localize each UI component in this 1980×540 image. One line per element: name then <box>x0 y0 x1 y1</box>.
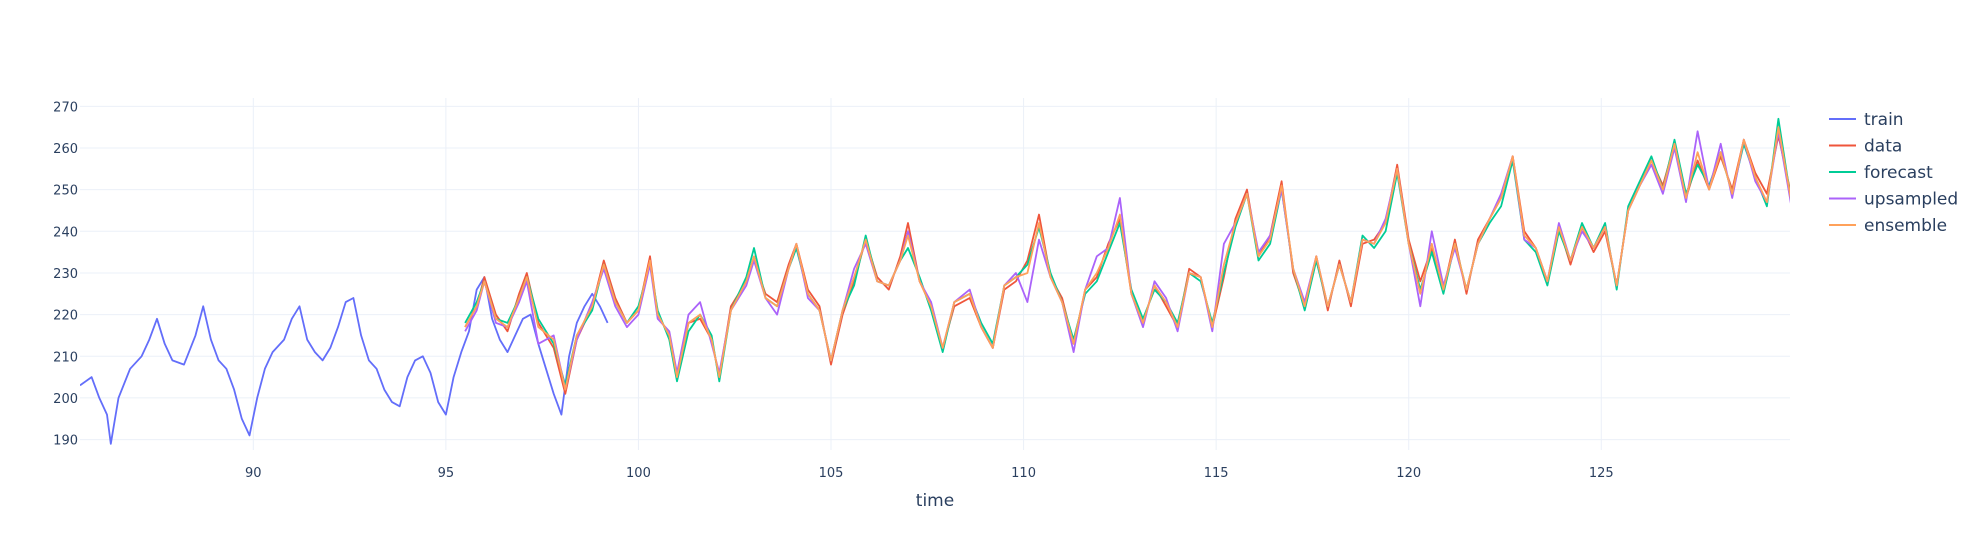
legend-label: train <box>1864 110 1904 130</box>
legend-item-ensemble[interactable]: ensemble <box>1829 216 1947 236</box>
x-axis-ticks: 90 95 100 105 110 115 120 125 <box>245 466 1614 481</box>
x-tick-label: 95 <box>438 466 455 481</box>
legend-item-data[interactable]: data <box>1829 137 1902 157</box>
legend-item-forecast[interactable]: forecast <box>1829 163 1933 183</box>
x-tick-label: 105 <box>819 466 844 481</box>
y-tick-label: 250 <box>53 184 78 199</box>
y-tick-label: 200 <box>53 392 78 407</box>
legend-item-train[interactable]: train <box>1829 110 1904 130</box>
legend-label: upsampled <box>1864 190 1958 210</box>
series-line-train <box>80 276 609 445</box>
x-tick-label: 125 <box>1589 466 1614 481</box>
y-tick-label: 220 <box>53 309 78 324</box>
legend-label: data <box>1864 137 1902 157</box>
legend[interactable]: train data forecast upsampled ensemble <box>1829 110 1958 236</box>
series-layer <box>80 117 1790 445</box>
y-tick-label: 230 <box>53 267 78 282</box>
legend-item-upsampled[interactable]: upsampled <box>1829 190 1958 210</box>
x-tick-label: 100 <box>626 466 651 481</box>
y-tick-label: 260 <box>53 142 78 157</box>
x-tick-label: 115 <box>1204 466 1229 481</box>
x-tick-label: 110 <box>1011 466 1036 481</box>
y-tick-label: 210 <box>53 350 78 365</box>
y-tick-label: 270 <box>53 100 78 115</box>
series-line-ensemble <box>464 126 1790 391</box>
legend-label: forecast <box>1864 163 1933 183</box>
y-axis-ticks: 190 200 210 220 230 240 250 260 270 <box>53 100 78 448</box>
x-axis-title: time <box>916 491 954 511</box>
x-tick-label: 120 <box>1396 466 1421 481</box>
x-tick-label: 90 <box>245 466 262 481</box>
legend-label: ensemble <box>1864 216 1947 236</box>
y-tick-label: 190 <box>53 434 78 449</box>
y-tick-label: 240 <box>53 225 78 240</box>
